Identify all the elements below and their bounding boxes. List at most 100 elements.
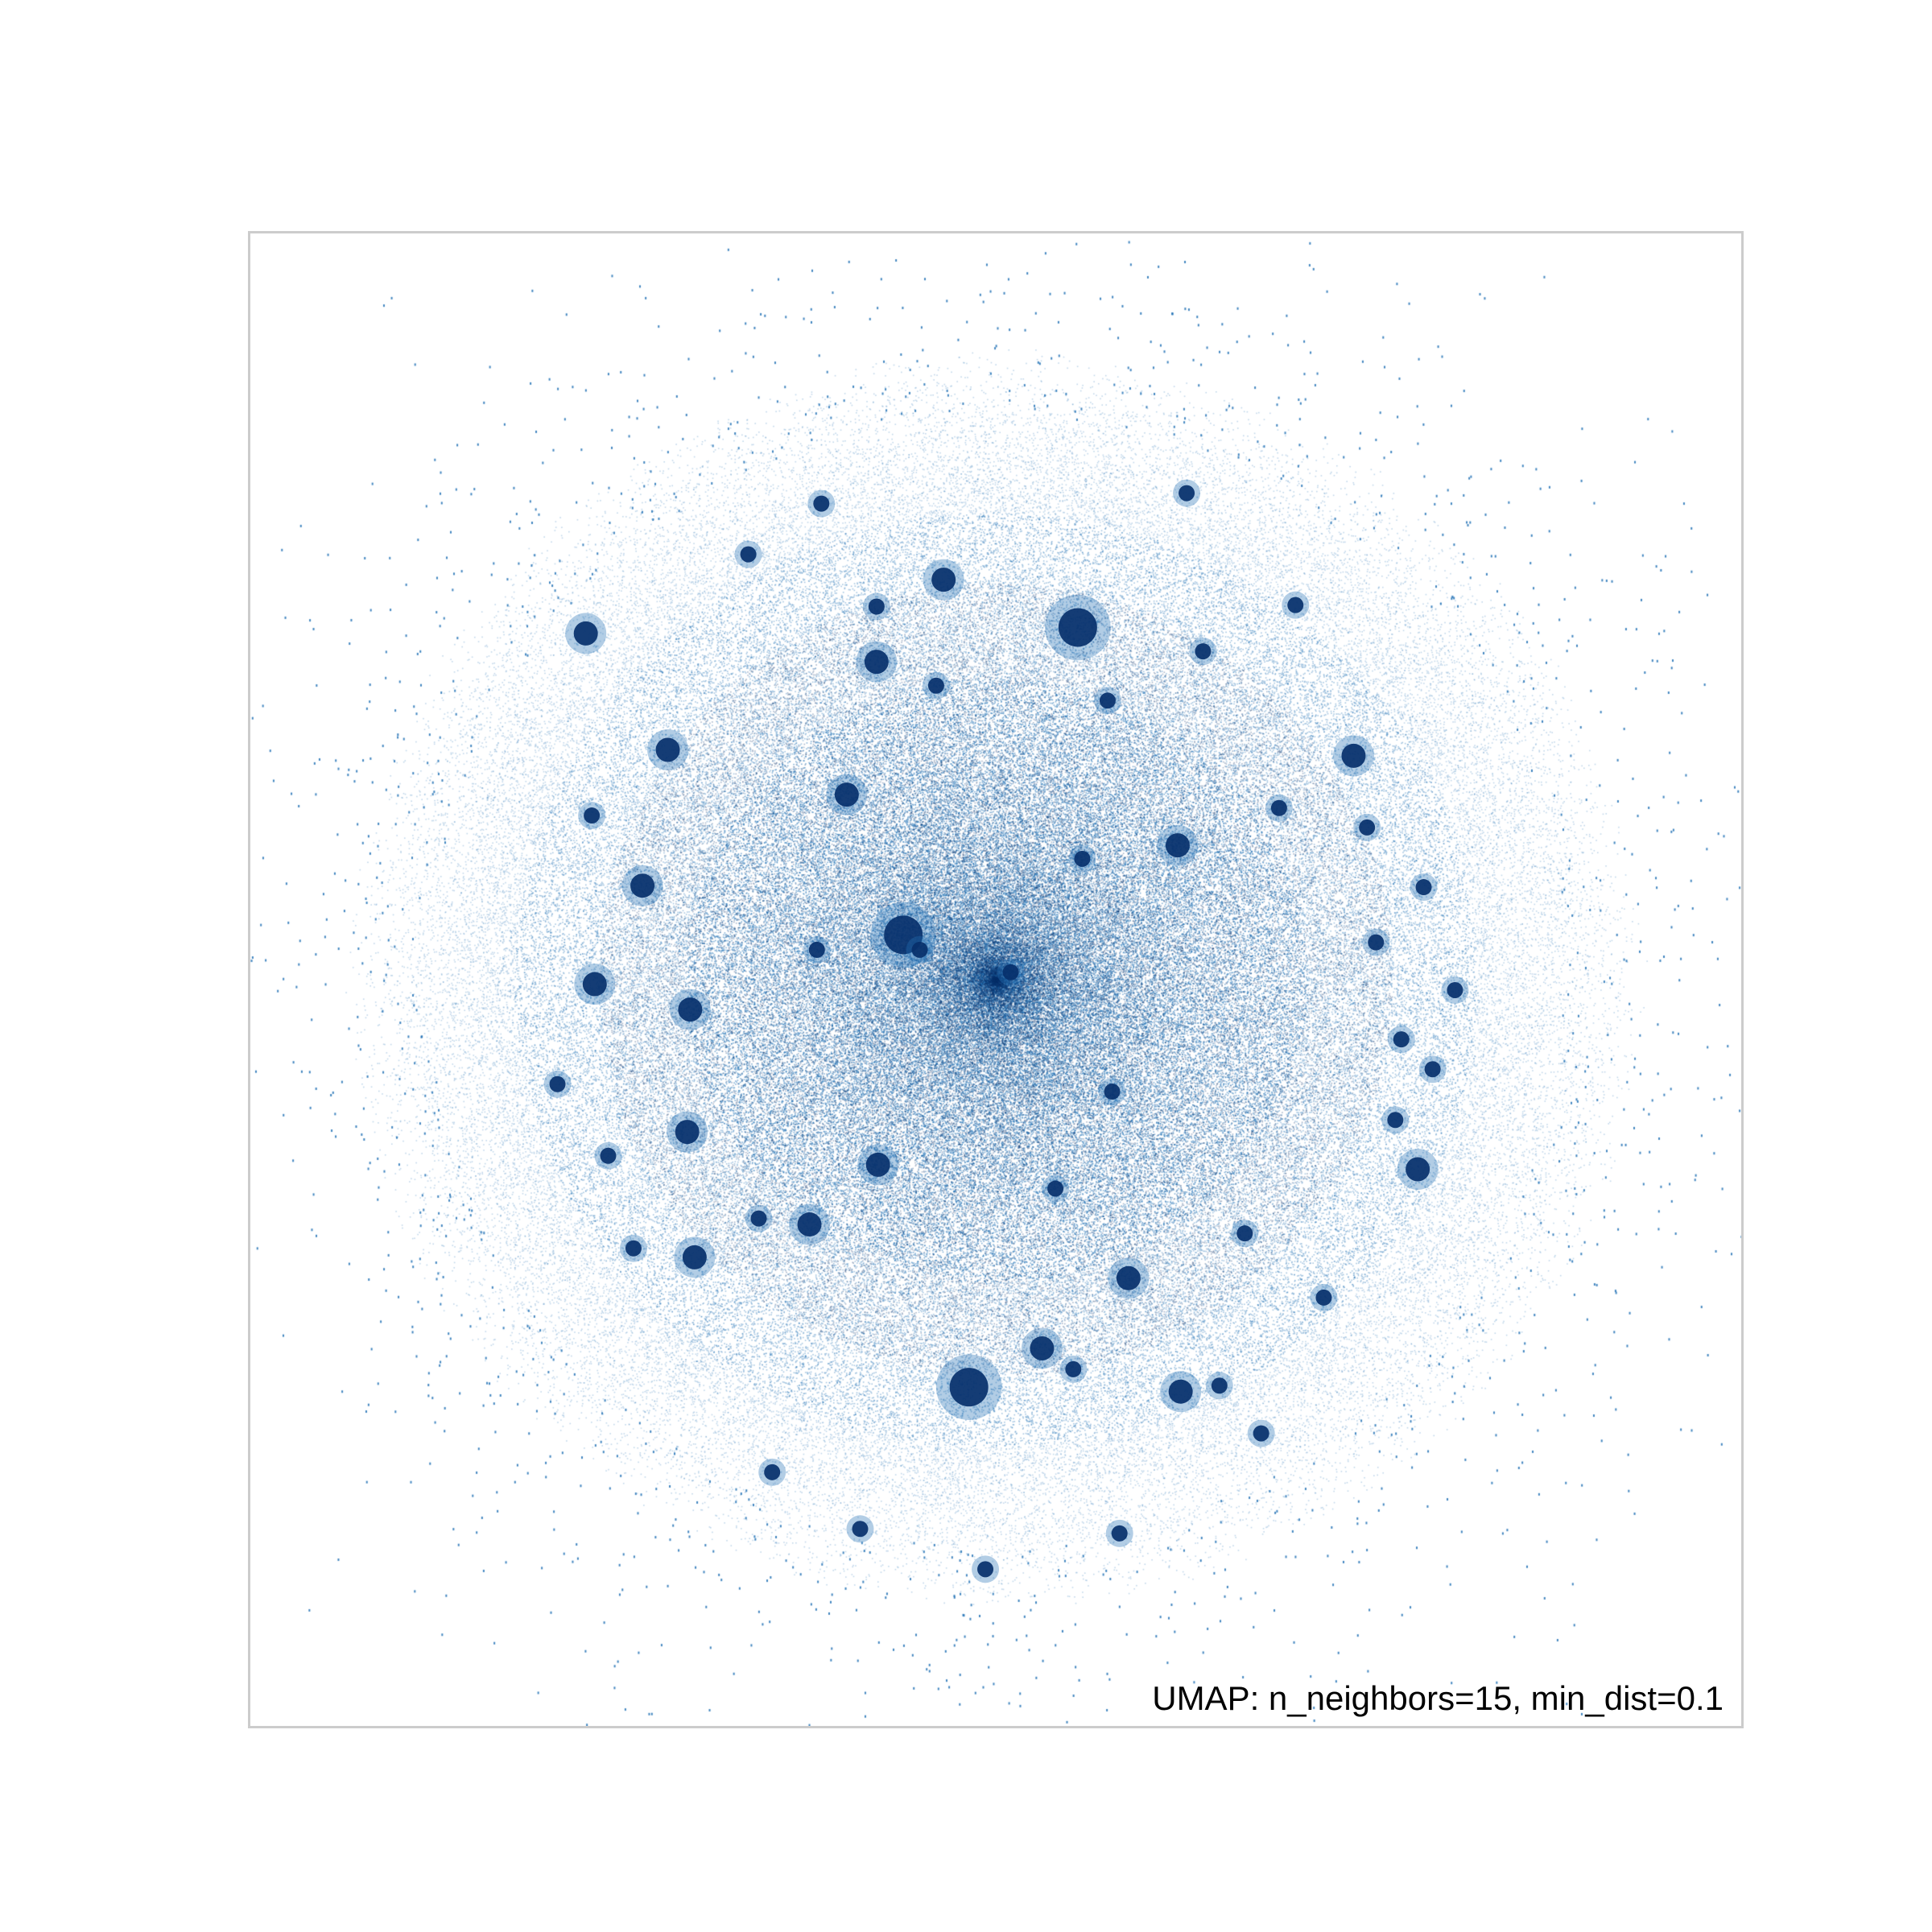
cluster-29: [734, 540, 762, 568]
cluster-45: [1098, 1078, 1126, 1106]
cluster-core: [1270, 799, 1287, 816]
chart-caption: UMAP: n_neighbors=15, min_dist=0.1: [1152, 1679, 1724, 1717]
cluster-core: [1211, 1377, 1228, 1394]
cluster-4: [1332, 735, 1374, 777]
cluster-core: [678, 997, 703, 1022]
cluster-core: [1058, 608, 1097, 647]
cluster-20: [1160, 1371, 1202, 1413]
cluster-22: [1310, 1283, 1338, 1311]
scatter-points-layer: [250, 233, 1741, 1726]
cluster-core: [1179, 485, 1195, 502]
cluster-23: [1353, 813, 1381, 841]
cluster-core: [682, 1245, 707, 1269]
cluster-core: [655, 737, 680, 762]
cluster-14: [574, 964, 616, 1005]
cluster-24: [1189, 638, 1217, 666]
cluster-55: [1205, 1372, 1233, 1400]
cluster-50: [543, 1070, 572, 1098]
cluster-core: [1447, 981, 1463, 998]
cluster-core: [977, 1561, 994, 1578]
cluster-core: [927, 677, 944, 694]
cluster-core: [797, 1212, 822, 1237]
cluster-48: [803, 935, 831, 964]
cluster-core: [1315, 1289, 1332, 1306]
cluster-core: [1341, 743, 1366, 768]
cluster-42: [1105, 1519, 1133, 1547]
cluster-52: [1387, 1026, 1415, 1054]
cluster-28: [856, 641, 898, 683]
cluster-core: [1393, 1031, 1410, 1048]
cluster-core: [911, 941, 928, 958]
cluster-6: [1397, 1148, 1439, 1190]
cluster-54: [1231, 1220, 1259, 1248]
cluster-18: [619, 1234, 647, 1262]
cluster-core: [1359, 819, 1376, 836]
cluster-core: [1099, 692, 1116, 709]
cluster-core: [675, 1120, 700, 1145]
cluster-31: [922, 671, 950, 700]
cluster-core: [1111, 1525, 1128, 1542]
cluster-3: [1045, 594, 1111, 661]
cluster-13: [565, 613, 607, 654]
cluster-core: [1253, 1425, 1269, 1442]
cluster-56: [1093, 687, 1121, 715]
cluster-core: [1406, 1157, 1430, 1182]
cluster-2: [935, 1354, 1002, 1420]
cluster-33: [1381, 1106, 1410, 1134]
cluster-53: [1265, 794, 1293, 822]
cluster-core: [949, 1368, 989, 1407]
cluster-57: [862, 592, 890, 621]
cluster-core: [1074, 850, 1091, 867]
cluster-core: [834, 782, 859, 807]
cluster-30: [807, 489, 836, 518]
cluster-core: [1368, 934, 1385, 951]
cluster-26: [1173, 479, 1201, 507]
cluster-37: [1362, 928, 1390, 956]
cluster-core: [549, 1075, 566, 1092]
cluster-38: [578, 802, 606, 830]
cluster-core: [1168, 1379, 1193, 1404]
cluster-core: [625, 1240, 642, 1257]
cluster-43: [857, 1144, 899, 1186]
cluster-7: [669, 989, 711, 1030]
cluster-51: [594, 1141, 622, 1170]
cluster-32: [1059, 1355, 1088, 1383]
cluster-35: [1410, 873, 1438, 902]
cluster-46: [997, 958, 1025, 986]
cluster-16: [789, 1203, 830, 1245]
cluster-34: [1441, 976, 1469, 1004]
cluster-core: [865, 1152, 890, 1177]
cluster-15: [667, 1111, 708, 1153]
cluster-core: [808, 941, 825, 958]
cluster-core: [1195, 643, 1212, 660]
cluster-core: [1387, 1112, 1404, 1129]
cluster-36: [1418, 1055, 1447, 1084]
cluster-25: [1282, 591, 1310, 619]
scatter-plot: [543, 479, 1469, 1583]
cluster-49: [745, 1204, 773, 1232]
cluster-41: [972, 1555, 1000, 1583]
cluster-core: [868, 598, 885, 615]
cluster-8: [1108, 1257, 1150, 1299]
cluster-core: [1116, 1265, 1141, 1290]
cluster-core: [852, 1521, 869, 1538]
cluster-core: [584, 807, 601, 824]
cluster-core: [1236, 1225, 1253, 1242]
cluster-core: [1047, 1180, 1064, 1197]
cluster-core: [813, 495, 830, 512]
cluster-19: [1068, 844, 1096, 873]
cluster-11: [647, 729, 689, 770]
cluster-core: [1424, 1061, 1441, 1078]
cluster-5: [1157, 824, 1199, 866]
cluster-27: [1021, 1327, 1063, 1369]
cluster-core: [1030, 1335, 1055, 1360]
cluster-core: [600, 1147, 617, 1164]
cluster-12: [621, 865, 663, 906]
cluster-10: [826, 774, 868, 815]
cluster-core: [1104, 1084, 1121, 1100]
cluster-core: [582, 972, 607, 997]
cluster-core: [864, 650, 889, 675]
cluster-core: [884, 915, 923, 955]
cluster-core: [1165, 833, 1190, 858]
